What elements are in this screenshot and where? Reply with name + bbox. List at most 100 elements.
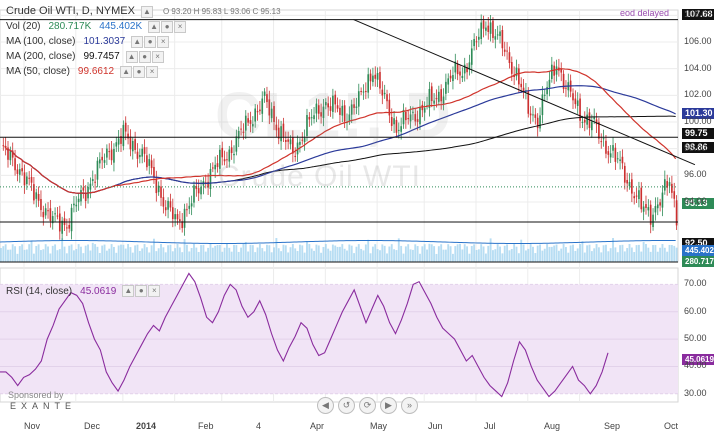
volume-bar — [475, 249, 478, 262]
rsi-close-icon[interactable]: × — [148, 285, 161, 297]
candle-body — [402, 109, 405, 125]
volume-bar — [42, 249, 45, 262]
vol-hide-icon[interactable]: ● — [161, 20, 174, 33]
volume-bar — [171, 251, 174, 262]
candle-body — [635, 195, 638, 197]
zoom-out-icon[interactable]: ↺ — [338, 397, 355, 414]
volume-bar — [129, 247, 132, 262]
candle-body — [221, 147, 224, 158]
candle-body — [129, 136, 132, 150]
rsi-hide-icon[interactable]: ● — [135, 285, 148, 297]
candle-body — [631, 179, 633, 194]
volume-bar — [508, 250, 511, 262]
volume-bar — [65, 253, 68, 262]
candle-body — [174, 214, 176, 220]
candle-body — [430, 86, 433, 101]
candle-body — [94, 181, 96, 183]
volume-bar — [37, 244, 40, 262]
candle-body — [148, 159, 151, 166]
candle-body — [379, 71, 381, 89]
reset-icon[interactable]: ⟳ — [359, 397, 376, 414]
volume-bar — [597, 247, 600, 262]
volume-bar — [117, 245, 120, 262]
jump-to-end-icon[interactable]: » — [401, 397, 418, 414]
volume-bar — [322, 246, 325, 262]
volume-bar — [663, 247, 666, 262]
volume-bar — [226, 244, 228, 262]
candle-body — [466, 67, 468, 73]
volume-bar — [289, 247, 292, 262]
vol-close-icon[interactable]: × — [174, 20, 187, 33]
candle-body — [82, 187, 85, 191]
volume-bar — [40, 250, 42, 262]
scroll-left-icon[interactable]: ◀ — [317, 397, 334, 414]
volume-bar — [108, 248, 111, 262]
volume-bar — [308, 244, 311, 262]
volume-bar — [150, 245, 153, 262]
vol-value-1: 280.717K — [48, 21, 92, 32]
volume-bar — [209, 244, 212, 262]
candle-body — [186, 209, 188, 211]
volume-bar — [652, 245, 654, 262]
volume-bar — [256, 247, 259, 262]
x-tick-label: Dec — [84, 421, 101, 431]
y-tick-label: 100.00 — [684, 116, 712, 126]
volume-bar — [263, 251, 266, 262]
volume-bar — [555, 244, 558, 262]
volume-bar — [336, 246, 339, 262]
ma50-close-icon[interactable]: × — [146, 65, 159, 78]
volume-bar — [666, 251, 669, 262]
volume-bar — [49, 253, 52, 262]
candle-body — [299, 141, 301, 145]
ma200-close-icon[interactable]: × — [151, 50, 164, 63]
volume-bar — [419, 253, 421, 262]
candle-body — [310, 117, 313, 119]
candle-body — [645, 204, 647, 208]
volume-bar — [270, 252, 273, 262]
scroll-right-icon[interactable]: ▶ — [380, 397, 397, 414]
volume-bar — [433, 246, 436, 262]
candle-body — [543, 94, 546, 96]
candle-body — [322, 106, 325, 118]
volume-bar — [254, 252, 257, 262]
ma100-hide-icon[interactable]: ● — [144, 35, 157, 48]
volume-bar — [593, 248, 596, 262]
volume-bar — [7, 249, 9, 262]
candle-body — [226, 159, 228, 161]
rsi-up-icon[interactable]: ▲ — [122, 285, 135, 297]
ma200-hide-icon[interactable]: ● — [138, 50, 151, 63]
candle-body — [555, 66, 558, 75]
rsi-legend: RSI (14, close) 45.0619 ▲ ● × — [6, 285, 161, 297]
candle-body — [459, 71, 461, 76]
candle-body — [621, 156, 624, 164]
candle-body — [456, 64, 459, 75]
volume-bar — [393, 249, 396, 262]
volume-bar — [459, 243, 461, 262]
ma200-up-icon[interactable]: ▲ — [125, 50, 138, 63]
volume-bar — [675, 247, 678, 262]
candle-body — [605, 140, 607, 154]
volume-bar — [647, 247, 650, 262]
ma100-up-icon[interactable]: ▲ — [131, 35, 144, 48]
legend-ma50-row: MA (50, close) 99.6612 ▲ ● × — [6, 64, 281, 79]
candle-body — [317, 105, 320, 114]
volume-bar — [32, 253, 35, 262]
vol-up-icon[interactable]: ▲ — [148, 20, 161, 33]
candle-body — [244, 115, 247, 131]
volume-bar — [294, 248, 297, 262]
ma50-up-icon[interactable]: ▲ — [120, 65, 133, 78]
candle-body — [412, 111, 414, 113]
candle-body — [668, 182, 671, 186]
volume-bar — [9, 249, 12, 262]
candle-body — [223, 159, 226, 162]
candle-body — [607, 151, 610, 155]
scroll-up-icon[interactable]: ▲ — [140, 5, 153, 18]
volume-bar — [247, 251, 250, 262]
ma50-hide-icon[interactable]: ● — [133, 65, 146, 78]
sponsor-logo[interactable]: EXANTE — [10, 401, 77, 411]
candle-body — [289, 139, 292, 145]
ma100-close-icon[interactable]: × — [157, 35, 170, 48]
candle-body — [527, 90, 530, 114]
